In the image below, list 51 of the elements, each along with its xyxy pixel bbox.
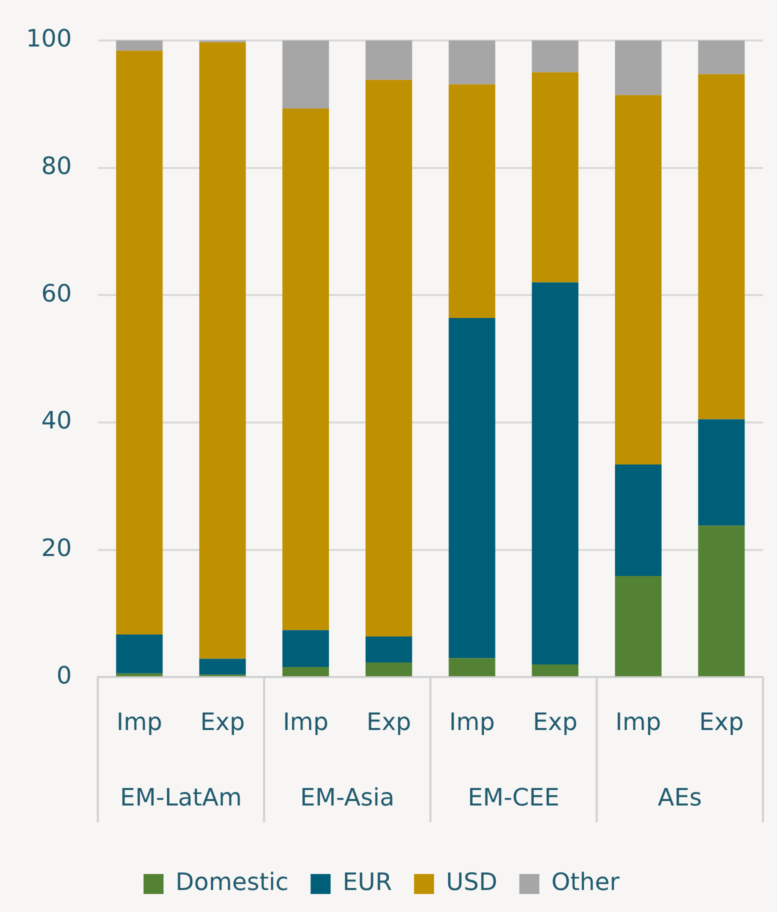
bar — [698, 40, 745, 74]
bar — [199, 658, 246, 675]
bar — [448, 84, 496, 318]
bar — [448, 658, 496, 676]
bar — [282, 108, 329, 630]
y-tick-label: 20 — [41, 534, 72, 562]
bar — [698, 526, 745, 676]
bar — [282, 667, 329, 676]
legend-label: USD — [446, 868, 498, 896]
x-tick-label: Imp — [282, 708, 329, 736]
y-tick-label: 0 — [56, 661, 72, 690]
bar — [448, 40, 496, 84]
bar — [116, 40, 163, 51]
bar — [698, 419, 745, 526]
bar — [614, 40, 662, 96]
bar — [366, 80, 412, 636]
legend-label: Domestic — [176, 868, 289, 896]
x-tick-label: Exp — [532, 708, 578, 736]
x-tick-label: Exp — [699, 708, 744, 736]
bar — [366, 636, 412, 663]
x-tick-label: Imp — [449, 708, 495, 736]
bar — [614, 464, 662, 576]
bar — [532, 40, 578, 72]
x-tick-label: Imp — [116, 708, 162, 736]
legend-label: EUR — [342, 868, 392, 896]
bar — [116, 50, 163, 635]
bar — [282, 40, 329, 109]
y-tick-label: 80 — [41, 152, 72, 180]
text: EM-Asia — [300, 783, 394, 812]
y-tick-label: 40 — [41, 406, 72, 435]
bar — [366, 662, 412, 676]
text: AEs — [658, 783, 702, 812]
text: EM-LatAm — [120, 783, 242, 812]
bar — [448, 318, 496, 658]
bar — [532, 282, 578, 664]
y-tick-label: 60 — [41, 279, 72, 308]
bar — [532, 664, 578, 676]
bar — [614, 576, 662, 676]
legend-label: Other — [551, 868, 620, 896]
text: EM-CEE — [468, 783, 560, 812]
x-tick-label: Exp — [200, 708, 245, 736]
y-tick-label: 100 — [26, 24, 72, 53]
bar — [199, 42, 246, 659]
bar — [282, 630, 329, 668]
bar — [614, 95, 662, 465]
bar — [532, 72, 578, 282]
x-tick-label: Exp — [366, 708, 412, 736]
bar — [116, 634, 163, 674]
bar — [366, 40, 412, 80]
x-tick-label: Imp — [615, 708, 662, 736]
bar — [698, 74, 745, 420]
